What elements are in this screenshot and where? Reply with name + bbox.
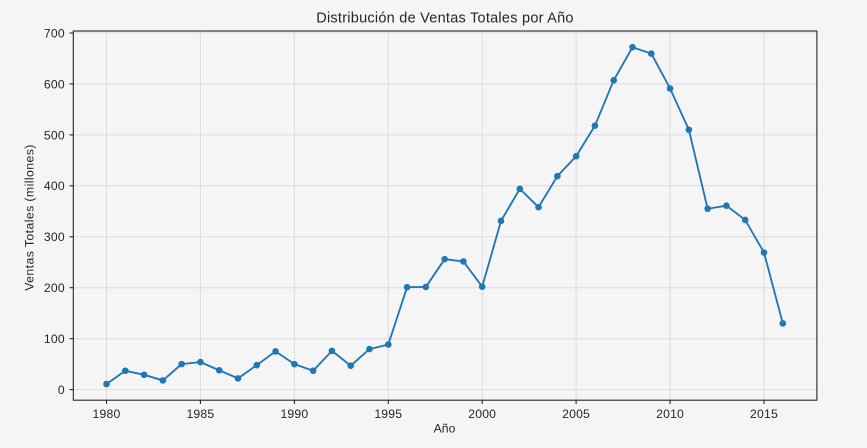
- svg-text:0: 0: [58, 383, 65, 397]
- svg-text:Distribución de Ventas Totales: Distribución de Ventas Totales por Año: [316, 11, 574, 27]
- svg-text:1980: 1980: [93, 407, 121, 421]
- svg-text:1995: 1995: [374, 407, 402, 421]
- svg-text:2010: 2010: [656, 407, 684, 421]
- svg-text:1985: 1985: [186, 407, 214, 421]
- svg-text:2015: 2015: [750, 407, 778, 421]
- svg-text:200: 200: [44, 281, 65, 295]
- svg-text:600: 600: [44, 77, 65, 91]
- svg-text:100: 100: [44, 332, 65, 346]
- svg-text:700: 700: [44, 26, 65, 40]
- svg-text:Año: Año: [434, 421, 456, 435]
- svg-text:2005: 2005: [562, 407, 590, 421]
- svg-text:500: 500: [44, 128, 65, 142]
- svg-text:300: 300: [44, 230, 65, 244]
- svg-text:2000: 2000: [468, 407, 496, 421]
- svg-text:400: 400: [44, 179, 65, 193]
- svg-text:Ventas Totales (millones): Ventas Totales (millones): [23, 144, 37, 290]
- svg-text:1990: 1990: [280, 407, 308, 421]
